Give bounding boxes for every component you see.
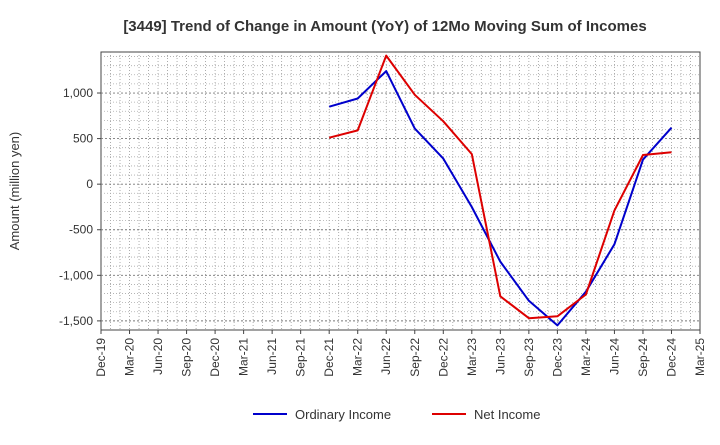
y-tick-label: 0 xyxy=(86,177,93,191)
grid xyxy=(100,51,701,331)
legend: Ordinary Income Net Income xyxy=(253,407,540,422)
plot-frame xyxy=(100,51,701,331)
y-tick-label: -1,500 xyxy=(59,314,93,328)
x-tick-label: Dec-22 xyxy=(436,338,450,377)
x-tick-label: Mar-20 xyxy=(123,338,137,376)
ordinary-income-line xyxy=(328,70,673,327)
x-tick-label: Dec-19 xyxy=(94,338,108,377)
x-tick-label: Mar-24 xyxy=(579,338,593,376)
series xyxy=(328,54,673,327)
x-tick-label: Jun-23 xyxy=(493,338,507,375)
x-tick-label: Mar-23 xyxy=(465,338,479,376)
y-tick-label: -500 xyxy=(69,223,93,237)
x-tick-label: Sep-22 xyxy=(408,338,422,377)
y-axis-label: Amount (million yen) xyxy=(7,132,22,251)
legend-label-ordinary-income: Ordinary Income xyxy=(295,407,391,422)
y-tick-label: 500 xyxy=(73,132,93,146)
chart-title: [3449] Trend of Change in Amount (YoY) o… xyxy=(123,18,646,35)
legend-label-net-income: Net Income xyxy=(474,407,540,422)
y-tick-label: 1,000 xyxy=(63,86,93,100)
x-tick-label: Jun-22 xyxy=(379,338,393,375)
x-tick-label: Jun-21 xyxy=(265,338,279,375)
net-income-line xyxy=(328,54,672,320)
x-tick-label: Mar-22 xyxy=(351,338,365,376)
x-tick-label: Sep-20 xyxy=(180,338,194,377)
x-tick-label: Dec-24 xyxy=(664,338,678,377)
x-tick-label: Dec-21 xyxy=(322,338,336,377)
x-tick-label: Sep-23 xyxy=(522,338,536,377)
x-tick-label: Sep-21 xyxy=(294,338,308,377)
x-tick-label: Mar-25 xyxy=(693,338,707,376)
x-tick-label: Mar-21 xyxy=(237,338,251,376)
x-tick-label: Dec-20 xyxy=(208,338,222,377)
x-tick-label: Sep-24 xyxy=(636,338,650,377)
y-tick-label: -1,000 xyxy=(59,268,93,282)
x-tick-label: Dec-23 xyxy=(550,338,564,377)
x-tick-label: Jun-24 xyxy=(607,338,621,375)
x-tick-label: Jun-20 xyxy=(151,338,165,375)
